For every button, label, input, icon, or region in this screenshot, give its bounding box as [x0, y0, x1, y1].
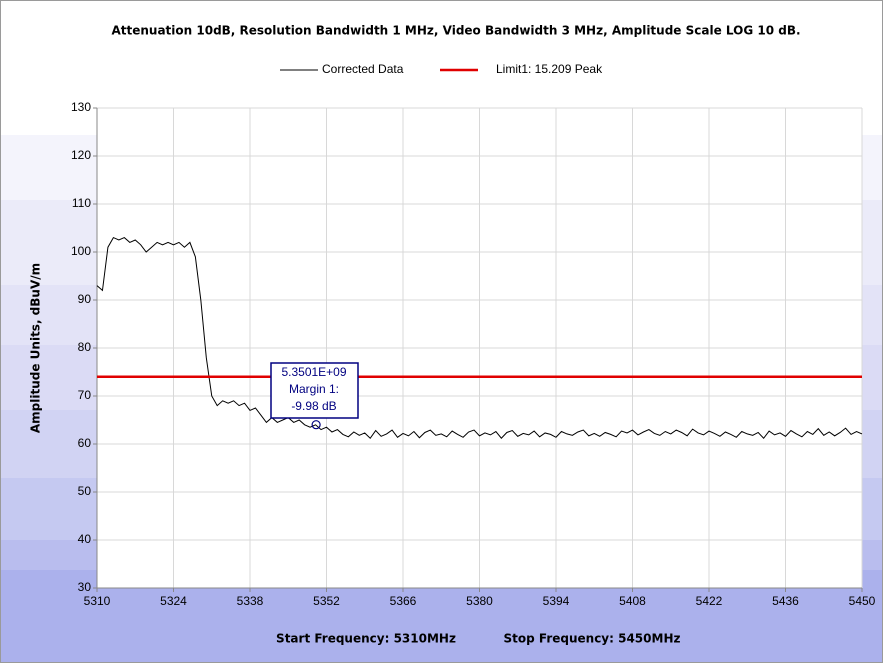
- chart-title: Attenuation 10dB, Resolution Bandwidth 1…: [111, 24, 800, 38]
- footer-start: Start Frequency: 5310MHz: [276, 632, 456, 646]
- annotation-box: [270, 362, 359, 419]
- y-tick-label: 70: [78, 388, 92, 402]
- footer-stop: Stop Frequency: 5450MHz: [504, 632, 681, 646]
- y-tick-label: 60: [78, 436, 92, 450]
- y-tick-label: 90: [78, 292, 92, 306]
- series-line: [96, 236, 863, 440]
- x-tick-label: 5394: [543, 594, 570, 608]
- x-tick-label: 5450: [849, 594, 876, 608]
- y-tick-label: 110: [72, 196, 91, 210]
- y-tick-label: 120: [71, 148, 91, 162]
- annotation-text: -9.98 dB: [291, 399, 336, 413]
- annotation-text: 5.3501E+09: [281, 365, 346, 379]
- y-tick-label: 80: [78, 340, 92, 354]
- x-tick-label: 5380: [466, 594, 493, 608]
- x-tick-label: 5422: [696, 594, 723, 608]
- x-tick-label: 5408: [619, 594, 646, 608]
- y-tick-label: 40: [78, 532, 92, 546]
- y-tick-label: 100: [71, 244, 91, 258]
- y-tick-label: 130: [71, 100, 91, 114]
- y-tick-label: 30: [78, 580, 92, 594]
- x-tick-label: 5310: [84, 594, 111, 608]
- x-tick-label: 5324: [160, 594, 187, 608]
- x-tick-label: 5352: [313, 594, 340, 608]
- legend-label: Limit1: 15.209 Peak: [496, 62, 603, 76]
- marker: [311, 420, 321, 430]
- y-axis-label: Amplitude Units, dBuV/m: [29, 263, 43, 433]
- legend-label: Corrected Data: [322, 62, 404, 76]
- x-tick-label: 5338: [237, 594, 264, 608]
- x-tick-label: 5436: [772, 594, 799, 608]
- y-tick-label: 50: [78, 484, 92, 498]
- x-tick-label: 5366: [390, 594, 417, 608]
- annotation-text: Margin 1:: [289, 382, 339, 396]
